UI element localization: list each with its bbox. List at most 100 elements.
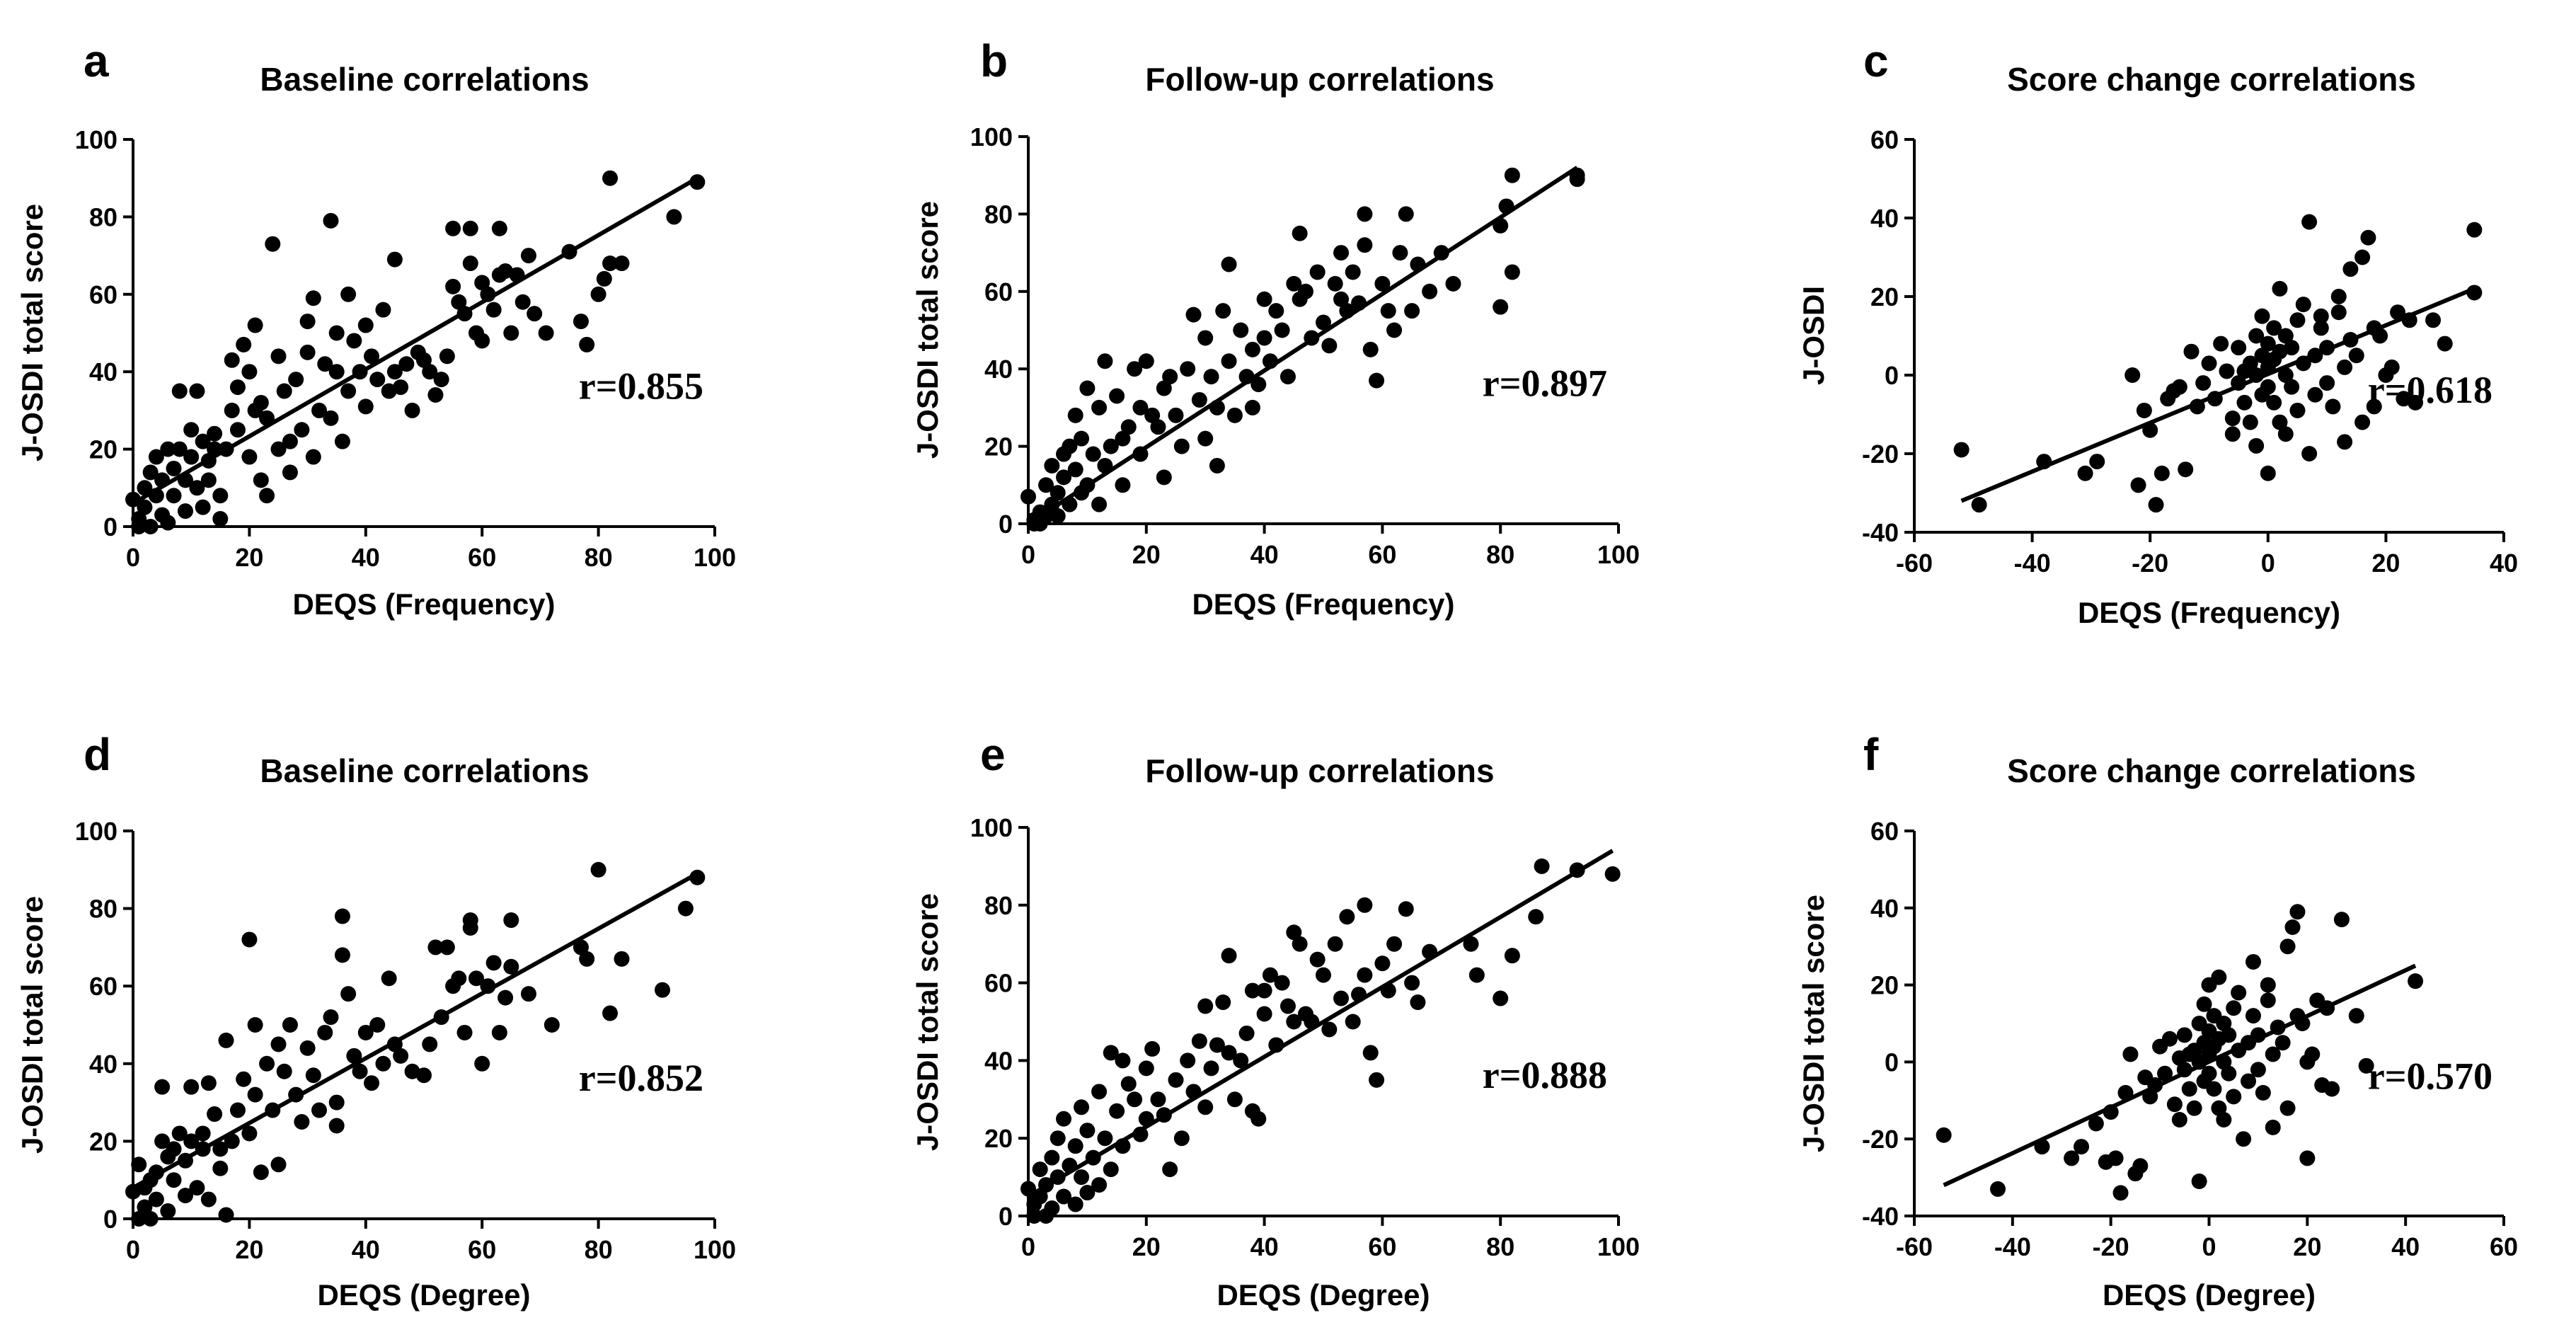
data-point: [1404, 975, 1420, 991]
x-tick-label: 0: [126, 1235, 140, 1264]
data-point: [2236, 1131, 2252, 1147]
data-point: [1180, 361, 1196, 377]
data-point: [596, 270, 612, 287]
data-point: [1250, 1111, 1267, 1127]
data-point: [2211, 969, 2227, 985]
x-tick-label: 100: [1597, 540, 1640, 569]
data-point: [1203, 369, 1219, 385]
data-point: [1357, 967, 1373, 983]
data-point: [1309, 264, 1326, 280]
data-point: [2176, 1027, 2192, 1043]
y-tick-label: 20: [1870, 971, 1899, 1000]
data-point: [334, 433, 350, 449]
data-point: [416, 1067, 432, 1084]
data-point: [276, 1063, 292, 1079]
data-point: [229, 379, 246, 396]
data-point: [1351, 295, 1367, 311]
data-point: [1274, 975, 1290, 991]
data-point: [1162, 369, 1178, 385]
panel-letter: a: [84, 35, 109, 86]
y-tick-label: 80: [984, 891, 1013, 920]
data-point: [311, 1102, 328, 1118]
data-point: [2289, 904, 2306, 920]
y-tick-label: -40: [1862, 1202, 1899, 1231]
data-point: [1109, 388, 1125, 404]
x-tick-label: 0: [126, 543, 140, 572]
data-point: [236, 336, 252, 352]
data-point: [689, 174, 706, 190]
data-point: [270, 1036, 287, 1052]
data-point: [2213, 335, 2229, 352]
data-point: [171, 383, 188, 399]
data-point: [1280, 998, 1296, 1014]
x-tick-label: 60: [1368, 1232, 1396, 1261]
data-point: [212, 1141, 229, 1157]
data-point: [2279, 939, 2296, 955]
data-point: [1127, 1091, 1143, 1108]
data-point: [1185, 1084, 1202, 1100]
data-point: [2248, 367, 2265, 383]
data-point: [1226, 407, 1243, 423]
data-point: [1445, 275, 1461, 292]
data-point: [2132, 1158, 2149, 1174]
data-point: [2224, 411, 2241, 427]
data-point: [131, 519, 147, 534]
data-point: [1333, 291, 1350, 307]
data-point: [2154, 465, 2170, 481]
data-point: [2354, 249, 2371, 265]
data-point: [2195, 375, 2212, 391]
data-point: [1374, 956, 1391, 972]
data-point: [218, 1032, 234, 1048]
data-point: [253, 394, 269, 411]
data-point: [2284, 340, 2300, 356]
data-point: [1292, 936, 1308, 952]
data-point: [2250, 1027, 2266, 1043]
data-point: [183, 422, 200, 438]
x-tick-label: -40: [2014, 549, 2051, 578]
data-point: [2277, 328, 2294, 344]
y-tick-label: -20: [1862, 440, 1899, 469]
panel-letter: b: [980, 35, 1008, 86]
y-tick-label: 0: [1885, 1048, 1899, 1077]
data-point: [655, 982, 671, 998]
data-point: [1026, 1208, 1042, 1224]
data-point: [323, 1009, 339, 1026]
data-point: [2313, 320, 2329, 336]
data-point: [1221, 353, 1237, 369]
x-tick-label: 80: [1486, 1232, 1514, 1261]
y-axis-label: J-OSDI total score: [1797, 895, 1830, 1152]
data-point: [1244, 982, 1260, 999]
data-point: [224, 1133, 240, 1149]
data-point: [1097, 353, 1113, 369]
x-tick-label: -20: [2093, 1232, 2129, 1261]
data-point: [1286, 1014, 1302, 1030]
data-point: [131, 1157, 147, 1173]
correlation-label: r=0.852: [579, 1057, 703, 1099]
y-tick-label: 40: [1870, 894, 1899, 923]
data-point: [1327, 936, 1343, 952]
data-point: [2089, 454, 2105, 470]
data-point: [2122, 1046, 2139, 1062]
data-point: [1197, 1099, 1214, 1115]
data-point: [422, 1036, 438, 1052]
data-point: [2242, 414, 2258, 430]
data-point: [2294, 1016, 2311, 1031]
data-point: [2260, 379, 2276, 395]
data-point: [2166, 1096, 2183, 1113]
x-tick-label: 20: [2371, 549, 2400, 578]
x-tick-label: 60: [2490, 1232, 2518, 1261]
data-point: [2330, 289, 2347, 304]
x-tick-label: -20: [2132, 549, 2168, 578]
data-point: [183, 1133, 200, 1149]
y-tick-label: 60: [89, 972, 117, 1001]
data-point: [1493, 217, 1509, 234]
data-point: [171, 441, 188, 457]
data-point: [207, 1106, 223, 1123]
data-point: [1085, 446, 1101, 462]
y-tick-label: 20: [89, 1127, 117, 1156]
data-point: [2077, 465, 2093, 481]
data-point: [1156, 380, 1172, 396]
data-point: [2342, 332, 2359, 348]
data-point: [1162, 1161, 1178, 1178]
data-point: [183, 1079, 200, 1095]
